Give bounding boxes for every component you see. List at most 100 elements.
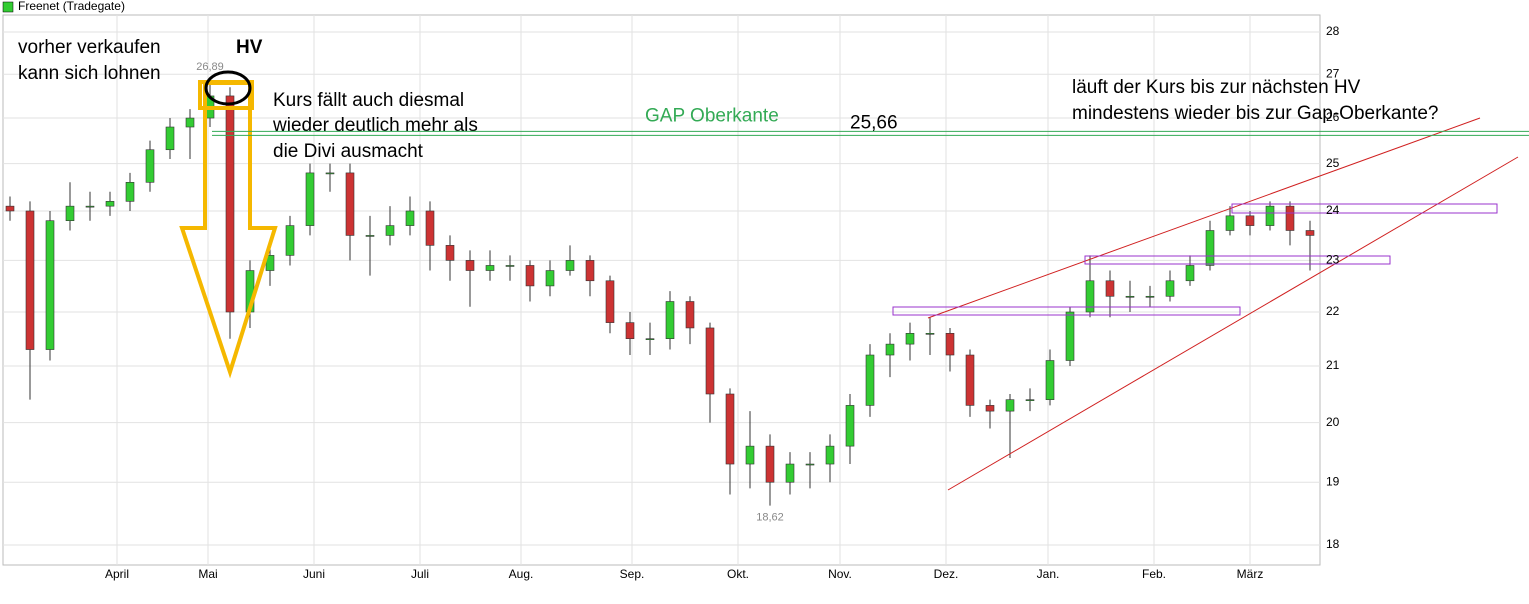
candle-body [745,445,755,465]
hv-circle [204,70,252,106]
candle-body [725,393,735,465]
candle-body [1025,399,1035,401]
y-tick-label: 20 [1326,415,1340,429]
candle-body [305,172,315,226]
candle-body [1305,230,1315,236]
candle-body [125,182,135,202]
y-tick-label: 26 [1326,110,1340,124]
candle-body [85,205,95,208]
candle-body [805,463,815,466]
note: mindestens wieder bis zur Gap-Oberkante? [1072,103,1438,124]
candle-body [1245,215,1255,226]
candle-body [445,245,455,261]
candle-body [325,172,335,175]
gap-value: 25,66 [850,112,898,133]
candle-body [545,270,555,287]
note: HV [236,37,263,58]
candle-body [345,172,355,236]
candle-body [1005,399,1015,412]
candle-body [825,445,835,465]
candle-body [1285,205,1295,231]
x-tick-label: Okt. [727,567,749,581]
zone-box [1231,203,1498,214]
x-tick-label: Jan. [1037,567,1060,581]
candle-body [405,210,415,226]
legend-label: Freenet (Tradegate) [18,0,125,13]
x-tick-label: April [105,567,129,581]
candle-body [385,225,395,236]
candle-body [1225,215,1235,231]
candle-body [1265,205,1275,226]
candle-body [625,322,635,339]
candle-body [865,354,875,406]
candle-body [1105,280,1115,297]
candle-body [885,343,895,356]
y-tick-label: 18 [1326,537,1340,551]
candle-body [665,301,675,339]
candle-body [5,205,15,212]
candle-body [985,405,995,412]
candle-body [1185,265,1195,282]
candle-body [1165,280,1175,297]
candle-body [65,205,75,221]
note: läuft der Kurs bis zur nächsten HV [1072,77,1361,98]
note: vorher verkaufen [18,37,161,58]
candle-body [705,327,715,395]
x-tick-label: Juli [411,567,429,581]
gap-label: GAP Oberkante [645,105,779,126]
note: Kurs fällt auch diesmal [273,90,464,111]
candle-body [525,265,535,287]
candle-body [645,338,655,340]
highlight-box [198,80,254,110]
x-tick-label: Dez. [934,567,959,581]
y-tick-label: 22 [1326,304,1340,318]
x-tick-label: Nov. [828,567,852,581]
candle-body [505,265,515,267]
candle-body [1065,311,1075,361]
x-tick-label: Sep. [620,567,645,581]
candle-body [165,126,175,151]
candle-body [945,333,955,356]
extreme-label: 26,89 [196,61,224,73]
zone-box [1084,255,1391,265]
x-tick-label: März [1237,567,1264,581]
candle-body [365,235,375,237]
x-tick-label: Juni [303,567,325,581]
extreme-label: 18,62 [756,512,784,524]
y-tick-label: 23 [1326,253,1340,267]
candle-body [465,260,475,271]
candle-body [1085,280,1095,313]
candles [5,78,1315,506]
candle-body [425,210,435,246]
candle-body [1145,295,1155,298]
candle-body [185,117,195,128]
candle-body [1045,360,1055,400]
plot-frame [2,14,1321,566]
note: kann sich lohnen [18,63,161,84]
y-tick-label: 27 [1326,66,1340,80]
zone-box [892,306,1241,316]
candle-body [285,225,295,256]
candle-body [905,333,915,345]
candle-body [565,260,575,271]
note: wieder deutlich mehr als [272,115,478,136]
x-tick-label: Feb. [1142,567,1166,581]
candle-body [485,265,495,271]
y-tick-label: 21 [1326,358,1340,372]
candle-body [45,220,55,350]
candle-body [785,463,795,483]
y-tick-label: 28 [1326,24,1340,38]
candle-body [25,210,35,350]
candle-body [105,201,115,207]
y-tick-label: 25 [1326,156,1340,170]
candle-body [845,405,855,447]
candle-body [1125,295,1135,298]
y-tick-label: 24 [1326,203,1340,217]
candle-body [965,354,975,406]
x-tick-label: Aug. [509,567,534,581]
y-tick-label: 19 [1326,474,1340,488]
candle-body [145,149,155,183]
candle-body [685,301,695,329]
